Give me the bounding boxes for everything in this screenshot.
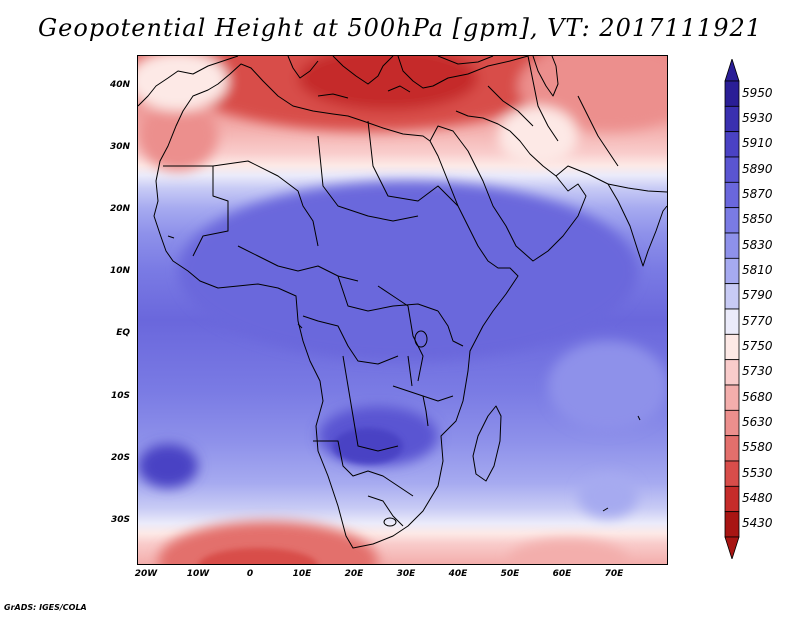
colorbar-level-label: 5750 <box>742 339 773 353</box>
colorbar-segment <box>724 409 740 437</box>
colorbar-level-label: 5850 <box>742 212 773 227</box>
colorbar-level-label: 5790 <box>742 288 773 303</box>
colorbar-segment <box>724 511 740 538</box>
lon-label-10w: 10W <box>186 569 210 579</box>
colorbar-segment <box>724 207 740 234</box>
colorbar-segment <box>724 435 740 462</box>
lon-label-10e: 10E <box>292 569 312 579</box>
colorbar-level-label: 5730 <box>742 364 773 379</box>
lon-label-20e: 20E <box>344 569 364 579</box>
colorbar-segment <box>724 283 740 310</box>
colorbar-level-label: 5530 <box>742 465 773 480</box>
lon-label-20w: 20W <box>134 569 158 579</box>
map-title: Geopotential Height at 500hPa [gpm], VT:… <box>38 14 762 42</box>
colorbar-max-arrow <box>724 59 740 82</box>
lat-label-40n: 40N <box>109 80 130 90</box>
colorbar-segment <box>724 232 740 259</box>
lon-label-0: 0 <box>246 569 254 579</box>
colorbar-level-label: 5830 <box>742 237 773 252</box>
colorbar-segment <box>724 181 740 209</box>
lat-label-20s: 20S <box>110 453 130 463</box>
colorbar-level-label: 5950 <box>742 85 773 100</box>
colorbar-level-label: 5480 <box>742 491 773 505</box>
lat-label-30n: 30N <box>109 142 130 152</box>
coastlines <box>138 56 667 549</box>
field-shading <box>138 56 667 564</box>
contour-map <box>138 56 667 564</box>
colorbar-min-arrow <box>724 536 740 559</box>
colorbar-level-label: 5930 <box>742 111 773 125</box>
colorbar <box>724 59 740 559</box>
colorbar-level-label: 5770 <box>742 313 773 328</box>
colorbar-segment <box>724 131 740 158</box>
colorbar-segment <box>724 308 740 335</box>
lat-label-20n: 20N <box>109 204 130 214</box>
colorbar-level-label: 5870 <box>742 187 773 201</box>
lat-label-10s: 10S <box>110 391 130 401</box>
colorbar-level-label: 5630 <box>742 415 773 429</box>
lon-label-40e: 40E <box>448 569 468 579</box>
colorbar-level-label: 5430 <box>742 516 773 531</box>
colorbar-level-label: 5890 <box>742 161 773 176</box>
colorbar-segment <box>724 80 740 107</box>
lon-label-70e: 70E <box>604 569 624 579</box>
lon-label-50e: 50E <box>500 569 520 579</box>
colorbar-level-label: 5910 <box>742 136 773 151</box>
footer-credit: GrADS: IGES/COLA <box>4 603 87 612</box>
colorbar-segment <box>724 460 740 487</box>
lat-label-eq: EQ <box>116 328 130 338</box>
colorbar-level-label: 5810 <box>742 263 773 277</box>
lon-label-60e: 60E <box>552 569 572 579</box>
colorbar-level-label: 5680 <box>742 389 773 404</box>
map-panel <box>137 55 668 565</box>
lat-label-10n: 10N <box>109 266 130 276</box>
colorbar-segment <box>724 333 740 361</box>
colorbar-segment <box>724 485 740 513</box>
lon-label-30e: 30E <box>396 569 416 579</box>
colorbar-segment <box>724 105 740 133</box>
colorbar-level-label: 5580 <box>742 440 773 455</box>
lat-label-30s: 30S <box>110 515 130 525</box>
colorbar-segment <box>724 156 740 183</box>
colorbar-segment <box>724 257 740 285</box>
colorbar-segment <box>724 384 740 411</box>
colorbar-segment <box>724 359 740 386</box>
